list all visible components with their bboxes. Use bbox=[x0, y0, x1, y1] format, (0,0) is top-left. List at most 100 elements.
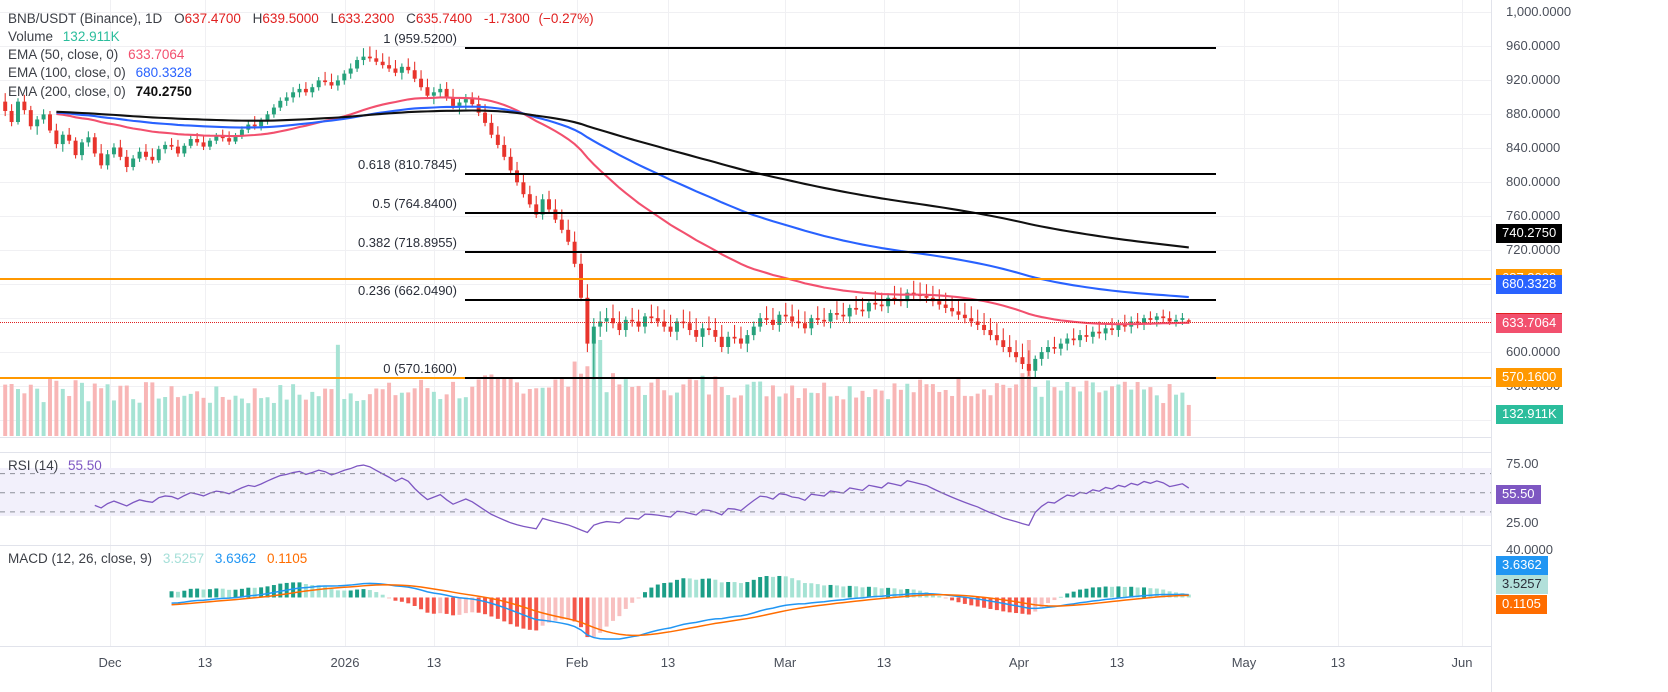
time-label: 13 bbox=[197, 655, 213, 670]
ohlc-c-value: 635.7400 bbox=[415, 11, 473, 26]
rsi-tick: 25.00 bbox=[1506, 515, 1539, 530]
macd-legend[interactable]: MACD (12, 26, close, 9) 3.5257 3.6362 0.… bbox=[8, 551, 307, 566]
ema50-legend-value: 633.7064 bbox=[128, 47, 185, 62]
time-label: Apr bbox=[1008, 655, 1030, 670]
time-label: Mar bbox=[773, 655, 797, 670]
time-label: May bbox=[1231, 655, 1257, 670]
fib-05-label: 0.5 (764.8400) bbox=[372, 196, 457, 212]
volume-badge: 132.911K bbox=[1496, 405, 1563, 424]
macd-line-badge: 3.5257 bbox=[1496, 575, 1548, 594]
ema200-legend[interactable]: EMA (200, close, 0) 740.2750 bbox=[8, 84, 192, 99]
time-gridline bbox=[785, 0, 786, 646]
fib-0-label: 0 (570.1600) bbox=[383, 361, 457, 377]
time-gridline bbox=[1244, 0, 1245, 646]
price-tick: 880.0000 bbox=[1506, 106, 1561, 122]
ema100-legend-label: EMA (100, close, 0) bbox=[8, 65, 126, 80]
ema-series bbox=[56, 96, 1189, 326]
time-label: 13 bbox=[660, 655, 676, 670]
price-gridline bbox=[0, 182, 1491, 184]
rsi-badge: 55.50 bbox=[1496, 485, 1541, 504]
time-label: 13 bbox=[1330, 655, 1346, 670]
price-gridline bbox=[0, 352, 1491, 354]
price-tick: 840.0000 bbox=[1506, 140, 1561, 156]
fib-0-line bbox=[465, 377, 1216, 380]
time-gridline bbox=[1019, 0, 1020, 646]
fib-0382-label: 0.382 (718.8955) bbox=[357, 235, 457, 251]
support-price-badge: 570.1600 bbox=[1496, 368, 1563, 388]
macd-hist-badge: 0.1105 bbox=[1496, 595, 1547, 614]
time-label: 13 bbox=[426, 655, 442, 670]
macd-histogram-value: 0.1105 bbox=[266, 551, 308, 566]
price-gridline bbox=[0, 114, 1491, 116]
price-gridline bbox=[0, 80, 1491, 82]
price-tick: 1,000.0000 bbox=[1506, 4, 1572, 20]
ohlc-h-label: H bbox=[252, 11, 263, 26]
time-gridline bbox=[345, 0, 346, 646]
time-gridline bbox=[884, 0, 885, 646]
time-gridline bbox=[110, 0, 111, 646]
price-tick: 960.0000 bbox=[1506, 38, 1561, 54]
volume-legend[interactable]: Volume 132.911K bbox=[8, 29, 120, 44]
ohlc-c-label: C bbox=[406, 11, 416, 26]
time-label: 13 bbox=[1109, 655, 1125, 670]
time-gridline bbox=[1338, 0, 1339, 646]
pane-separator-rsi bbox=[0, 452, 1668, 453]
ohlc-h-value: 639.5000 bbox=[262, 11, 319, 26]
fib-1-label: 1 (959.5200) bbox=[383, 30, 457, 46]
volume-legend-value: 132.911K bbox=[62, 29, 120, 44]
time-gridline bbox=[434, 0, 435, 646]
rsi-legend-label: RSI (14) bbox=[8, 458, 59, 473]
price-gridline bbox=[0, 12, 1491, 14]
price-tick: 760.0000 bbox=[1506, 208, 1561, 224]
fib-1-line bbox=[465, 46, 1216, 49]
ema200-legend-label: EMA (200, close, 0) bbox=[8, 84, 126, 99]
time-label: 2026 bbox=[330, 655, 360, 670]
symbol-header[interactable]: BNB/USDT (Binance), 1D O637.4700 H639.50… bbox=[8, 11, 594, 26]
pane-separator-macd bbox=[0, 545, 1668, 546]
time-gridline bbox=[668, 0, 669, 646]
macd-legend-label: MACD (12, 26, close, 9) bbox=[8, 551, 153, 566]
price-tick: 920.0000 bbox=[1506, 72, 1561, 88]
volume-legend-label: Volume bbox=[8, 29, 54, 44]
rsi-legend[interactable]: RSI (14) 55.50 bbox=[8, 458, 102, 473]
price-gridline bbox=[0, 216, 1491, 218]
macd-signal-badge: 3.6362 bbox=[1496, 556, 1548, 575]
resistance-line bbox=[0, 277, 1491, 280]
ema100-legend[interactable]: EMA (100, close, 0) 680.3328 bbox=[8, 65, 192, 80]
ema100-price-badge: 680.3328 bbox=[1496, 274, 1563, 294]
price-gridline bbox=[0, 148, 1491, 150]
ema100-legend-value: 680.3328 bbox=[135, 65, 192, 80]
macd-series bbox=[169, 575, 1191, 640]
time-label: Jun bbox=[1451, 655, 1473, 670]
ema50-legend[interactable]: EMA (50, close, 0) 633.7064 bbox=[8, 47, 184, 62]
rsi-legend-value: 55.50 bbox=[68, 458, 102, 473]
ema50-price-badge: 633.7064 bbox=[1496, 314, 1563, 334]
volume-series bbox=[3, 340, 1191, 436]
price-tick: 600.0000 bbox=[1506, 344, 1561, 360]
macd-tick: 40.0000 bbox=[1506, 542, 1553, 557]
time-label: Feb bbox=[565, 655, 589, 670]
macd-line-value: 3.5257 bbox=[162, 551, 205, 566]
fib-0618-label: 0.618 (810.7845) bbox=[357, 157, 457, 173]
rsi-series bbox=[0, 464, 1491, 534]
ohlc-o-label: O bbox=[174, 11, 185, 26]
price-tick: 800.0000 bbox=[1506, 174, 1561, 190]
price-scale[interactable]: 1,000.0000 960.0000 920.0000 880.0000 840.00… bbox=[1491, 0, 1668, 692]
pane-separator-volume bbox=[0, 437, 1668, 438]
time-gridline bbox=[1462, 0, 1463, 646]
symbol-label: BNB/USDT (Binance), 1D bbox=[8, 11, 163, 26]
fib-0618-line bbox=[465, 173, 1216, 176]
price-gridline bbox=[0, 318, 1491, 320]
fib-0236-label: 0.236 (662.0490) bbox=[357, 283, 457, 299]
time-label: Dec bbox=[98, 655, 122, 670]
price-gridline bbox=[0, 284, 1491, 286]
rsi-tick: 75.00 bbox=[1506, 456, 1539, 471]
fib-05-line bbox=[465, 212, 1216, 215]
price-change: -1.7300 bbox=[483, 11, 530, 26]
macd-signal-value: 3.6362 bbox=[214, 551, 257, 566]
time-gridline bbox=[205, 0, 206, 646]
price-gridline bbox=[0, 250, 1491, 252]
rsi-overbought-oversold-band bbox=[0, 468, 1491, 516]
time-gridline bbox=[577, 0, 578, 646]
